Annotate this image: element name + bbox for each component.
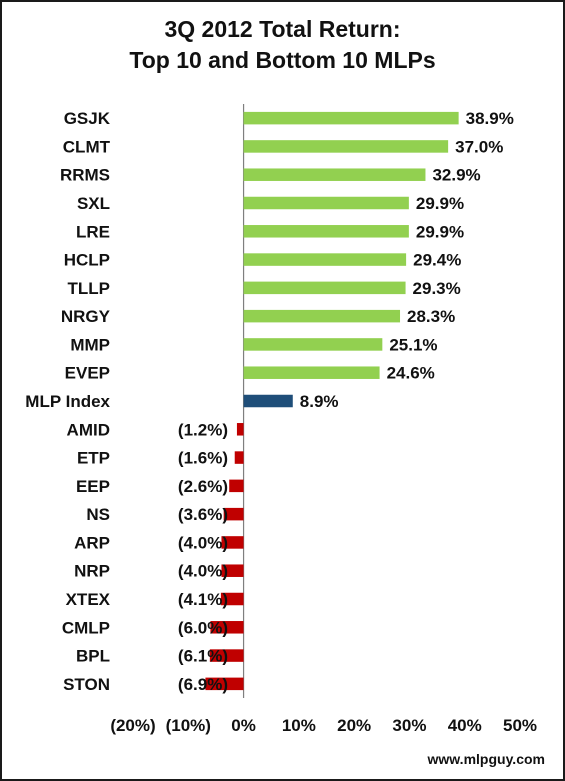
category-label: GSJK: [64, 109, 111, 128]
category-label: CMLP: [62, 618, 110, 637]
data-label: 38.9%: [466, 109, 514, 128]
bar-cmlp: [210, 621, 244, 634]
category-label: HCLP: [64, 251, 110, 270]
bar-bpl: [209, 649, 244, 662]
data-label: 8.9%: [300, 392, 339, 411]
category-label: MMP: [70, 335, 110, 354]
data-label: 37.0%: [455, 137, 503, 156]
data-label: (1.2%): [178, 420, 228, 439]
data-label: (4.0%): [178, 533, 228, 552]
bar-ston: [205, 677, 244, 691]
x-tick-label: (20%): [110, 716, 155, 735]
bar-eep: [229, 479, 244, 493]
bar-clmt: [243, 140, 449, 153]
bar-xtex: [220, 592, 244, 606]
chart-title-line-1: 3Q 2012 Total Return:: [164, 16, 401, 42]
bar-hclp: [243, 253, 407, 266]
data-label: (6.1%): [178, 647, 228, 666]
bar-nrp: [221, 564, 244, 577]
category-label: ARP: [74, 533, 110, 552]
bar-sxl: [243, 196, 409, 210]
category-label: STON: [63, 675, 110, 694]
bar-etp: [234, 451, 244, 464]
bar-evep: [243, 366, 380, 379]
watermark: www.mlpguy.com: [427, 751, 545, 767]
category-label: NRGY: [61, 307, 111, 326]
data-label: 29.9%: [416, 194, 464, 213]
data-label: (2.6%): [178, 477, 228, 496]
data-label: (1.6%): [178, 449, 228, 468]
category-label: NS: [86, 505, 110, 524]
data-label: (4.0%): [178, 562, 228, 581]
x-tick-label: 30%: [392, 716, 426, 735]
data-label: (4.1%): [178, 590, 228, 609]
x-tick-label: 10%: [282, 716, 316, 735]
category-label: EEP: [76, 477, 110, 496]
category-label: AMID: [67, 420, 110, 439]
category-label: MLP Index: [25, 392, 110, 411]
x-tick-label: 0%: [231, 716, 256, 735]
category-label: EVEP: [65, 364, 110, 383]
bar-ns: [223, 507, 244, 521]
data-label: 25.1%: [389, 335, 437, 354]
data-label: 29.3%: [413, 279, 461, 298]
x-tick-label: 40%: [448, 716, 482, 735]
category-label: TLLP: [68, 279, 111, 298]
chart-title: 3Q 2012 Total Return: Top 10 and Bottom …: [0, 14, 565, 76]
category-label: SXL: [77, 194, 110, 213]
bar-arp: [221, 536, 244, 549]
bar-mlp-index: [243, 394, 293, 408]
category-label: CLMT: [63, 137, 111, 156]
x-tick-label: (10%): [166, 716, 211, 735]
bar-tllp: [243, 281, 406, 295]
category-label: BPL: [76, 647, 110, 666]
data-label: 24.6%: [387, 364, 435, 383]
data-label: 28.3%: [407, 307, 455, 326]
category-label: LRE: [76, 222, 110, 241]
bar-lre: [243, 225, 409, 238]
category-label: XTEX: [66, 590, 111, 609]
data-label: (6.0%): [178, 618, 228, 637]
bar-mmp: [243, 338, 383, 351]
x-tick-label: 20%: [337, 716, 371, 735]
category-label: NRP: [74, 562, 110, 581]
bar-rrms: [243, 168, 426, 181]
data-label: (6.9%): [178, 675, 228, 694]
data-label: 29.4%: [413, 251, 461, 270]
x-tick-label: 50%: [503, 716, 537, 735]
bar-amid: [236, 423, 244, 436]
data-label: (3.6%): [178, 505, 228, 524]
bar-nrgy: [243, 309, 401, 323]
data-label: 29.9%: [416, 222, 464, 241]
data-label: 32.9%: [432, 166, 480, 185]
bar-gsjk: [243, 111, 459, 125]
chart-title-line-2: Top 10 and Bottom 10 MLPs: [129, 47, 436, 73]
category-label: RRMS: [60, 166, 110, 185]
category-label: ETP: [77, 449, 110, 468]
